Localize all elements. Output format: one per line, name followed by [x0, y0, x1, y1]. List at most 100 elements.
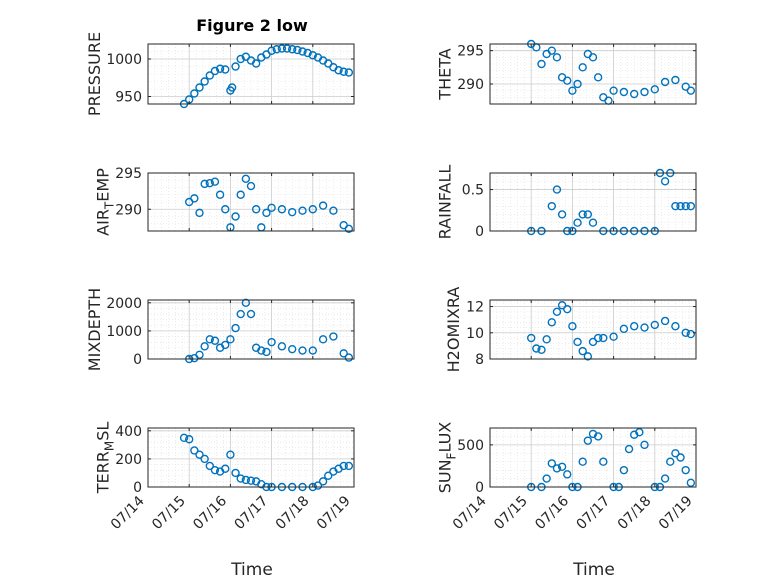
data-point	[573, 79, 582, 89]
data-point	[552, 53, 562, 62]
y-tick-label: 295	[457, 44, 484, 60]
data-point	[205, 461, 215, 471]
subplot-4: 0 0.5 RAINFALL	[436, 165, 697, 240]
axes-background	[490, 173, 696, 231]
x-axis-label-right: Time	[572, 560, 615, 580]
x-tick-label: 07/15	[149, 493, 189, 533]
x-tick-label: 07/14	[450, 493, 490, 533]
data-point	[568, 322, 577, 331]
data-point	[200, 179, 209, 189]
data-point	[686, 201, 696, 211]
data-point	[609, 86, 618, 95]
data-point	[241, 475, 251, 485]
data-point	[272, 45, 281, 54]
data-point	[593, 73, 603, 82]
data-point	[609, 332, 618, 341]
data-point	[288, 207, 297, 217]
data-point	[215, 190, 225, 199]
data-point	[334, 66, 343, 75]
data-point	[619, 87, 629, 97]
axes-box	[489, 299, 697, 360]
data-point	[205, 71, 215, 80]
data-point	[179, 433, 189, 443]
data-point	[210, 336, 220, 345]
data-point	[226, 335, 235, 344]
x-tick-label: 07/14	[108, 493, 148, 533]
data-point	[573, 337, 582, 347]
axes-box	[147, 43, 355, 105]
data-point	[221, 65, 230, 74]
data-point	[329, 332, 338, 341]
y-tick-label: 400	[115, 424, 142, 440]
data-point	[542, 335, 551, 344]
data-point	[190, 446, 199, 455]
y-tick-label: 2000	[106, 296, 142, 312]
data-point	[344, 224, 354, 234]
y-axis-label: AIRTEMP	[94, 168, 117, 236]
data-point	[227, 83, 237, 92]
data-point	[277, 342, 287, 351]
data-point	[552, 185, 562, 194]
data-point	[288, 45, 297, 54]
data-point	[241, 298, 251, 308]
data-point	[277, 44, 287, 53]
y-tick-label: 295	[115, 166, 142, 182]
data-point	[231, 468, 240, 478]
data-point	[344, 68, 354, 77]
figure-title: Figure 2 low	[196, 16, 308, 35]
x-tick-label: 07/18	[273, 493, 313, 533]
data-point	[640, 440, 649, 450]
data-point	[671, 201, 680, 211]
data-point	[660, 474, 670, 483]
x-tick-label: 07/18	[615, 493, 655, 533]
y-tick-label: 500	[457, 438, 484, 454]
data-point	[210, 177, 220, 186]
data-point	[200, 454, 209, 464]
y-tick-label: 0	[475, 480, 484, 496]
x-axis-label-left: Time	[230, 560, 273, 580]
data-point	[630, 89, 639, 99]
data-point	[251, 59, 261, 68]
data-point	[547, 201, 556, 211]
axes-box	[489, 43, 697, 105]
data-point	[547, 459, 556, 468]
data-point	[686, 329, 696, 339]
data-point	[184, 435, 194, 444]
data-point	[231, 323, 240, 333]
data-point	[298, 47, 307, 56]
data-point	[210, 465, 220, 475]
y-axis-label: PRESSURE	[85, 32, 104, 116]
data-point	[339, 349, 348, 358]
data-point	[593, 333, 603, 343]
data-point	[236, 309, 245, 319]
data-point	[681, 201, 690, 211]
axes-box	[489, 172, 697, 232]
data-point	[282, 44, 292, 53]
data-point	[542, 474, 551, 483]
data-point	[303, 48, 312, 58]
data-point	[195, 208, 204, 218]
data-point	[236, 190, 245, 199]
data-point	[552, 464, 562, 473]
data-point	[318, 201, 328, 210]
data-point	[339, 67, 348, 76]
y-tick-label: 950	[115, 90, 142, 106]
data-point	[686, 86, 696, 95]
data-point	[257, 346, 266, 355]
data-point	[532, 344, 541, 353]
subplot-8: 0 500 07/14 07/15 07/16 07/17 07/18 07/19 SUNFLU…	[436, 422, 697, 533]
data-point	[568, 86, 577, 95]
y-axis-label: RAINFALL	[436, 165, 455, 240]
data-point	[205, 335, 215, 344]
data-point	[681, 465, 690, 475]
x-tick-label: 07/16	[190, 493, 230, 533]
y-tick-label: 0	[475, 224, 484, 240]
y-axis-label: THETA	[436, 48, 455, 100]
data-point	[578, 457, 587, 466]
data-point	[298, 206, 307, 215]
data-point	[578, 210, 587, 219]
